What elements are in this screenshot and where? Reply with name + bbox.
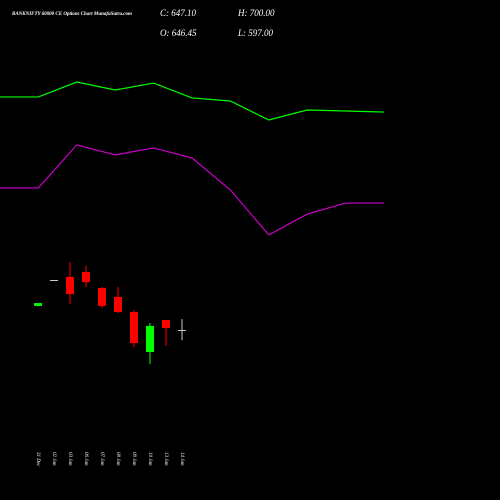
- indicator-line: [0, 144, 384, 236]
- x-tick-label: 02 Jan: [51, 452, 56, 466]
- x-tick-label: 09 Jan: [131, 452, 136, 466]
- candle-body: [178, 329, 186, 331]
- candle-body: [162, 320, 170, 328]
- candle-body: [130, 312, 138, 344]
- x-tick-label: 06 Jan: [83, 452, 88, 466]
- indicator-line: [0, 81, 385, 121]
- x-tick-label: 31 Dec: [35, 452, 40, 467]
- candle-body: [66, 276, 74, 295]
- candle-body: [146, 325, 154, 353]
- low-info: L: 597.00: [237, 28, 274, 38]
- x-tick-label: 13 Jan: [163, 452, 168, 466]
- high-info: H: 700.00: [237, 8, 275, 18]
- candle-body: [114, 296, 122, 313]
- candle-body: [98, 287, 106, 306]
- candle-body: [34, 303, 42, 306]
- open-info: O: 646.45: [160, 28, 197, 38]
- x-tick-label: 10 Jan: [147, 452, 152, 466]
- candle-body: [82, 272, 90, 283]
- x-tick-label: 07 Jan: [99, 452, 104, 466]
- x-tick-label: 03 Jan: [67, 452, 72, 466]
- close-info: C: 647.10: [160, 8, 197, 18]
- candle-body: [50, 280, 58, 281]
- chart-title: BANKNIFTY 60000 CE Options Chart MunafaS…: [11, 12, 132, 17]
- x-tick-label: 08 Jan: [115, 452, 120, 466]
- x-tick-label: 14 Jan: [179, 452, 184, 466]
